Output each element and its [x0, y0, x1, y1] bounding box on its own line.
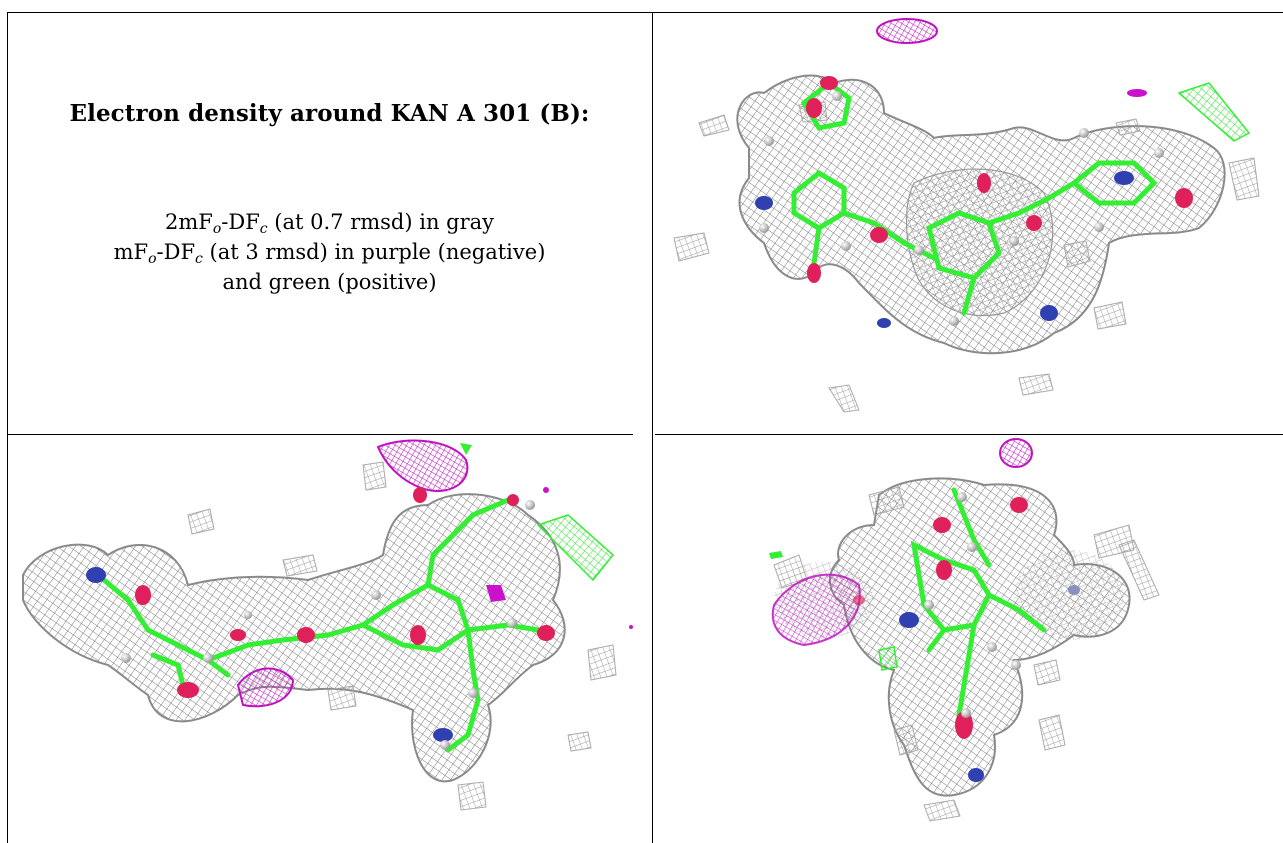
table-row-divider-right [655, 434, 1283, 435]
density-view-top-right [654, 13, 1282, 433]
table-center-divider [652, 12, 653, 843]
mesh-fragment [868, 486, 905, 516]
purple-negative-density [486, 585, 506, 602]
mesh-fragment [698, 114, 730, 137]
purple-negative-density [1127, 89, 1147, 97]
mesh-fragment [1033, 659, 1061, 686]
ligand-atoms [853, 497, 1080, 782]
density-render-2 [22, 439, 633, 811]
density-view-bottom-left [8, 435, 651, 843]
line2-rest: (at 3 rmsd) in purple (negative) [202, 240, 546, 264]
green-positive-density [878, 646, 898, 671]
line2-sub-c: c [195, 251, 203, 267]
mesh-fragment [1038, 714, 1066, 751]
ligand-bonds [95, 497, 541, 753]
mesh-fragment [923, 799, 961, 822]
density-view-bottom-right [654, 435, 1282, 843]
table-row-divider-left [7, 434, 633, 435]
green-positive-density [460, 443, 472, 455]
caption-line-green: and green (positive) [222, 270, 437, 294]
table-left-border [7, 12, 8, 843]
purple-negative-density [629, 625, 633, 629]
purple-negative-density [771, 573, 861, 647]
mesh-fragment [673, 232, 710, 262]
caption-title: Electron density around KAN A 301 (B): [69, 100, 590, 127]
mesh-fragment [362, 461, 387, 491]
caption-line-mfo-dfc: mFo-DFc (at 3 rmsd) in purple (negative) [7, 240, 652, 267]
green-positive-density [536, 514, 615, 582]
density-render-1 [673, 18, 1260, 413]
mesh-fragment [1093, 301, 1127, 330]
purple-negative-density [999, 438, 1033, 468]
mesh-fragment [567, 731, 592, 752]
mesh-fragment [893, 724, 919, 756]
line2-part-b: -DF [156, 240, 196, 264]
mesh-fragment [587, 644, 617, 681]
hydrogen-atoms [759, 91, 1164, 326]
mesh-fragment [457, 781, 487, 811]
gray-mesh-ring [905, 168, 1054, 317]
line1-part-b: -DF [221, 210, 260, 234]
mesh-fragment [1018, 373, 1054, 396]
green-positive-density [769, 551, 783, 559]
mesh-fragment [1228, 157, 1260, 201]
mesh-fragment [828, 384, 860, 413]
ligand-bonds [791, 79, 1158, 316]
mesh-fragment [187, 508, 215, 535]
hydrogen-atoms [121, 500, 535, 750]
mesh-fragment [327, 685, 357, 711]
green-positive-density [1177, 82, 1251, 142]
hydrogen-atoms [924, 492, 1021, 718]
caption-line-2mfo-dfc: 2mFo-DFc (at 0.7 rmsd) in gray [7, 210, 652, 237]
purple-negative-density [376, 439, 469, 492]
density-render-3 [769, 438, 1160, 822]
mesh-fragment [1063, 240, 1091, 268]
gray-mesh-side-lobe [1014, 550, 1124, 640]
purple-negative-density [543, 487, 549, 493]
ligand-atoms [86, 487, 555, 742]
purple-negative-density [236, 667, 295, 708]
line1-sub-c: c [259, 221, 268, 237]
line2-part-a: mF [113, 240, 149, 264]
purple-negative-density [876, 18, 938, 44]
line1-sub-o: o [212, 221, 222, 237]
mesh-fragment [282, 554, 318, 577]
mesh-fragment [1118, 539, 1160, 601]
mesh-fragment [1115, 118, 1141, 136]
line2-sub-o: o [148, 251, 157, 267]
table-top-border [7, 12, 1283, 13]
line1-part-a: 2mF [164, 210, 213, 234]
caption-cell: Electron density around KAN A 301 (B): 2… [7, 14, 652, 430]
line1-rest: (at 0.7 rmsd) in gray [267, 210, 495, 234]
ligand-atoms [755, 76, 1193, 328]
